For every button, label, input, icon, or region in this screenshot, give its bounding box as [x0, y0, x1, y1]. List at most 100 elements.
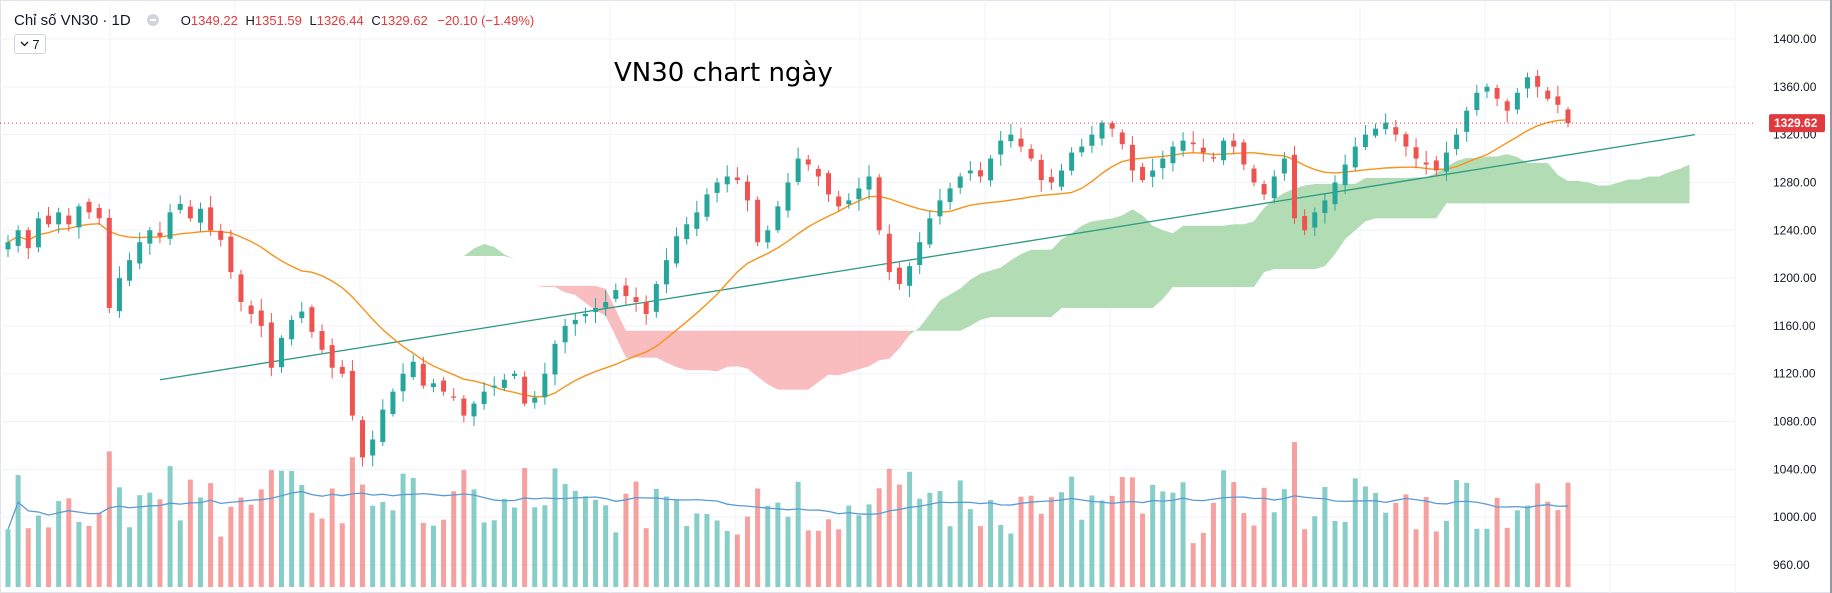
candle-body: [1261, 184, 1267, 195]
candle-body: [1018, 138, 1024, 147]
volume-bar: [1291, 442, 1297, 587]
candle-body: [785, 182, 791, 211]
candle-body: [704, 194, 710, 217]
candle-body: [1535, 75, 1541, 87]
trendline: [159, 133, 1696, 381]
volume-bar: [106, 451, 112, 587]
candle-body: [1413, 147, 1419, 159]
candle-body: [228, 236, 234, 273]
candle-body: [1373, 128, 1379, 136]
volume-bar: [1443, 520, 1449, 587]
volume-bar: [1069, 476, 1075, 587]
volume-bar: [167, 466, 173, 587]
volume-bar: [501, 498, 507, 587]
candle-body: [147, 230, 153, 244]
volume-bar: [947, 526, 953, 587]
candle-body: [1210, 157, 1216, 159]
volume-bar: [25, 528, 31, 587]
candle-body: [947, 188, 953, 202]
candle-body: [1231, 140, 1237, 147]
volume-bar: [1524, 505, 1530, 587]
volume-bar: [663, 496, 669, 587]
volume-bar: [998, 525, 1004, 587]
candle-body: [674, 236, 680, 264]
candle-body: [1038, 159, 1044, 181]
volume-bar: [390, 510, 396, 587]
volume-bar: [370, 505, 376, 587]
volume-bar: [1180, 482, 1186, 587]
annotation-text[interactable]: VN30 chart ngày: [614, 58, 833, 88]
candle-body: [572, 319, 578, 325]
close-value: 1329.62: [380, 12, 428, 28]
volume-bar: [1261, 487, 1267, 587]
collapse-icon[interactable]: [146, 14, 159, 26]
y-tick-label: 1040.00: [1773, 462, 1817, 476]
candle-body: [593, 307, 599, 313]
y-tick-label: 1160.00: [1773, 319, 1816, 333]
volume-bar: [1383, 512, 1389, 587]
volume-bar: [360, 484, 366, 587]
volume-bar: [562, 483, 568, 587]
candle-body: [1180, 140, 1186, 151]
candle-body: [137, 242, 143, 264]
indicators-toggle-button[interactable]: 7: [14, 34, 46, 54]
candle-body: [430, 383, 436, 388]
candle-body: [643, 301, 649, 314]
volume-bar: [1048, 497, 1054, 587]
candle-body: [522, 376, 528, 404]
volume-bar: [1332, 520, 1338, 587]
volume-bar: [491, 520, 497, 587]
volume-bar: [66, 498, 72, 587]
candle-body: [461, 398, 467, 416]
volume-bar: [1018, 496, 1024, 587]
volume-bar: [1484, 528, 1490, 587]
volume-bar: [35, 515, 41, 587]
candle-body: [481, 391, 487, 405]
volume-bar: [1352, 478, 1358, 587]
candle-body: [765, 230, 771, 243]
candle-body: [441, 380, 447, 392]
candle-body: [937, 200, 943, 217]
volume-bar: [1089, 495, 1095, 587]
candle-body: [1028, 149, 1034, 159]
candle-body: [177, 203, 183, 210]
symbol-title[interactable]: Chỉ số VN30 · 1D: [14, 11, 131, 29]
candle-body: [1221, 140, 1227, 161]
candle-body: [309, 307, 315, 332]
volume-bar: [1535, 483, 1541, 587]
volume-bar: [1302, 529, 1308, 587]
candle-body: [471, 403, 477, 417]
volume-bar: [1545, 501, 1551, 587]
candle-body: [1332, 182, 1338, 205]
volume-bar: [380, 502, 386, 587]
volume-bar: [1474, 528, 1480, 587]
volume-bar: [957, 480, 963, 587]
volume-bar: [552, 468, 558, 587]
candle-body: [299, 311, 305, 319]
y-tick-label: 1000.00: [1773, 510, 1817, 524]
candle-body: [582, 313, 588, 317]
candle-body: [1160, 158, 1166, 169]
volume-bar: [1281, 489, 1287, 587]
volume-bar: [653, 488, 659, 587]
y-tick-label: 1120.00: [1773, 367, 1816, 381]
volume-bar: [127, 527, 133, 587]
candle-body: [1545, 90, 1551, 99]
candle-body: [1322, 200, 1328, 213]
candle-body: [684, 224, 690, 240]
volume-bar: [704, 513, 710, 587]
last-price-label: 1329.62: [1774, 116, 1818, 130]
candle-body: [1059, 170, 1065, 187]
volume-bar: [329, 488, 335, 587]
candle-body: [552, 343, 558, 375]
volume-bar: [917, 498, 923, 587]
candle-body: [744, 181, 750, 201]
candle-body: [1069, 152, 1075, 171]
volume-bar: [268, 470, 274, 587]
candle-body: [501, 379, 507, 388]
candle-body: [1504, 101, 1510, 111]
candle-body: [420, 363, 426, 386]
candle-body: [815, 168, 821, 177]
